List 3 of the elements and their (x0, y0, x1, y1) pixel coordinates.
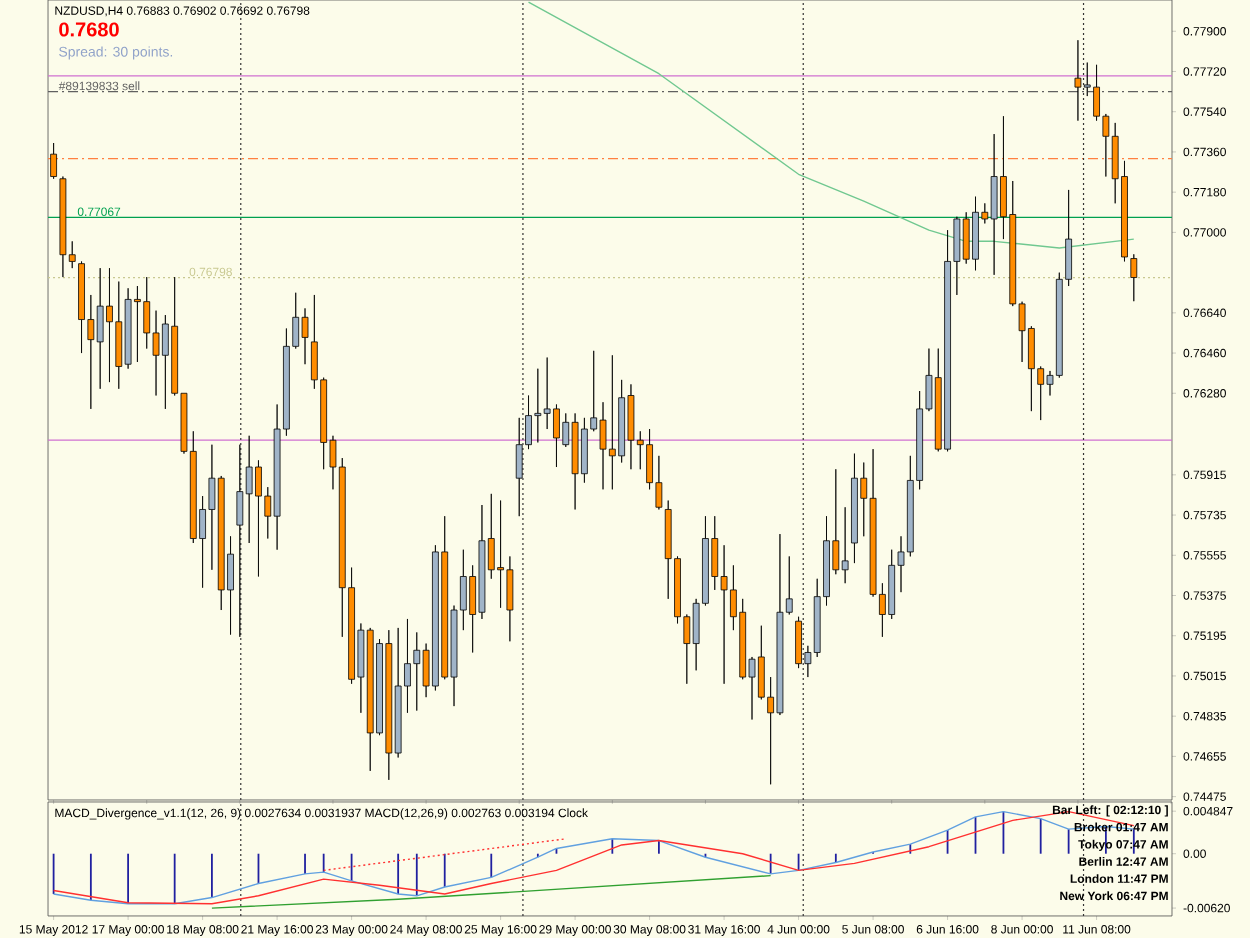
candlestick (50, 142, 57, 180)
text: 0.7680 (59, 22, 119, 37)
candlestick (1130, 253, 1138, 302)
